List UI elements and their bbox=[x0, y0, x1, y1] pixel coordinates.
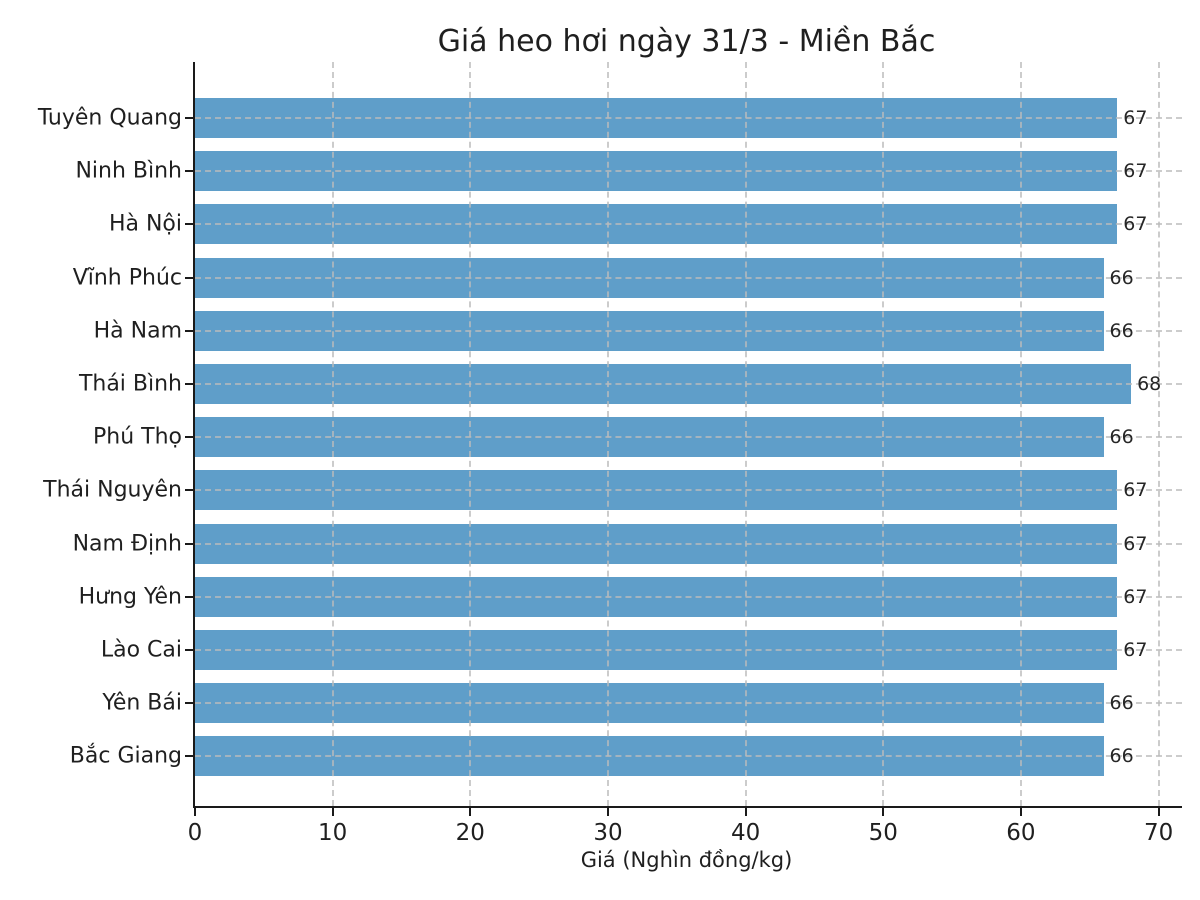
bar-value-label: 66 bbox=[1109, 266, 1134, 289]
gridline-vertical bbox=[469, 62, 472, 806]
bar-value-label: 67 bbox=[1123, 639, 1148, 661]
x-tick-mark bbox=[1157, 808, 1160, 816]
y-tick-mark bbox=[185, 329, 193, 332]
bar-value-label: 66 bbox=[1109, 319, 1134, 342]
gridline-horizontal bbox=[195, 329, 1182, 332]
y-tick-mark bbox=[185, 755, 193, 758]
gridline-horizontal bbox=[195, 383, 1182, 385]
gridline-horizontal bbox=[195, 276, 1182, 279]
bar-value-label: 67 bbox=[1123, 160, 1148, 183]
y-tick-mark bbox=[185, 436, 193, 439]
y-tick-mark bbox=[185, 489, 193, 492]
gridline-horizontal bbox=[195, 117, 1182, 119]
y-tick-mark bbox=[185, 383, 193, 385]
bar-value-label: 67 bbox=[1123, 107, 1148, 129]
category-label: Thái Nguyên bbox=[43, 477, 182, 503]
y-tick-mark bbox=[185, 649, 193, 651]
chart-title: Giá heo hơi ngày 31/3 - Miền Bắc bbox=[437, 24, 936, 59]
gridline-horizontal bbox=[195, 649, 1182, 651]
bar-value-label: 67 bbox=[1123, 213, 1148, 236]
category-label: Vĩnh Phúc bbox=[72, 265, 182, 291]
gridline-horizontal bbox=[195, 542, 1182, 545]
category-label: Ninh Bình bbox=[75, 158, 182, 184]
gridline-vertical bbox=[1157, 62, 1160, 806]
bar-value-label: 66 bbox=[1109, 745, 1134, 768]
gridline-vertical bbox=[882, 62, 885, 806]
x-tick-label: 50 bbox=[868, 820, 898, 846]
x-tick-mark bbox=[882, 808, 885, 816]
category-label: Hà Nội bbox=[108, 211, 182, 237]
x-tick-label: 20 bbox=[455, 820, 485, 846]
category-label: Thái Bình bbox=[78, 371, 182, 397]
y-tick-mark bbox=[185, 117, 193, 119]
x-axis-label: Giá (Nghìn đồng/kg) bbox=[580, 848, 793, 872]
y-tick-mark bbox=[185, 542, 193, 545]
x-tick-label: 10 bbox=[318, 820, 348, 846]
x-tick-mark bbox=[606, 808, 609, 816]
y-tick-mark bbox=[185, 170, 193, 173]
bar-value-label: 68 bbox=[1137, 373, 1162, 395]
category-label: Lào Cai bbox=[100, 637, 182, 663]
bar-value-label: 67 bbox=[1123, 479, 1148, 502]
x-tick-label: 0 bbox=[187, 820, 203, 846]
x-tick-mark bbox=[194, 808, 196, 816]
y-tick-mark bbox=[185, 223, 193, 226]
category-label: Hưng Yên bbox=[78, 584, 182, 610]
category-label: Tuyên Quang bbox=[37, 105, 182, 131]
y-tick-mark bbox=[185, 702, 193, 705]
x-tick-label: 60 bbox=[1006, 820, 1036, 846]
gridline-vertical bbox=[331, 62, 334, 806]
category-label: Yên Bái bbox=[102, 690, 182, 716]
bar-value-label: 67 bbox=[1123, 532, 1148, 555]
x-tick-mark bbox=[469, 808, 472, 816]
gridline-horizontal bbox=[195, 489, 1182, 492]
plot-area: Tuyên Quang 67 Ninh Bình 67 Hà Nội 67 Vĩnh Phú… bbox=[38, 62, 1182, 846]
gridline-horizontal bbox=[195, 170, 1182, 173]
gridline-vertical bbox=[744, 62, 747, 806]
x-tick-label: 40 bbox=[730, 820, 761, 846]
gridline-horizontal bbox=[195, 223, 1182, 226]
x-tick-mark bbox=[331, 808, 334, 816]
x-tick-mark bbox=[1019, 808, 1022, 816]
category-label: Nam Định bbox=[72, 531, 182, 557]
x-tick-label: 30 bbox=[593, 820, 623, 846]
category-label: Hà Nam bbox=[93, 318, 182, 344]
bar-value-label: 66 bbox=[1109, 426, 1134, 449]
bar-value-label: 67 bbox=[1123, 585, 1148, 608]
category-label: Phú Thọ bbox=[93, 424, 182, 450]
category-label: Bắc Giang bbox=[69, 743, 182, 769]
gridline-horizontal bbox=[195, 595, 1182, 598]
gridline-vertical bbox=[1019, 62, 1022, 806]
x-tick-label: 70 bbox=[1143, 820, 1174, 846]
gridline-horizontal bbox=[195, 436, 1182, 439]
y-tick-mark bbox=[185, 595, 193, 598]
gridline-horizontal bbox=[195, 755, 1182, 758]
gridline-vertical bbox=[606, 62, 609, 806]
y-tick-mark bbox=[185, 276, 193, 279]
gridline-horizontal bbox=[195, 702, 1182, 705]
bar-value-label: 66 bbox=[1109, 692, 1134, 715]
x-tick-mark bbox=[744, 808, 747, 816]
